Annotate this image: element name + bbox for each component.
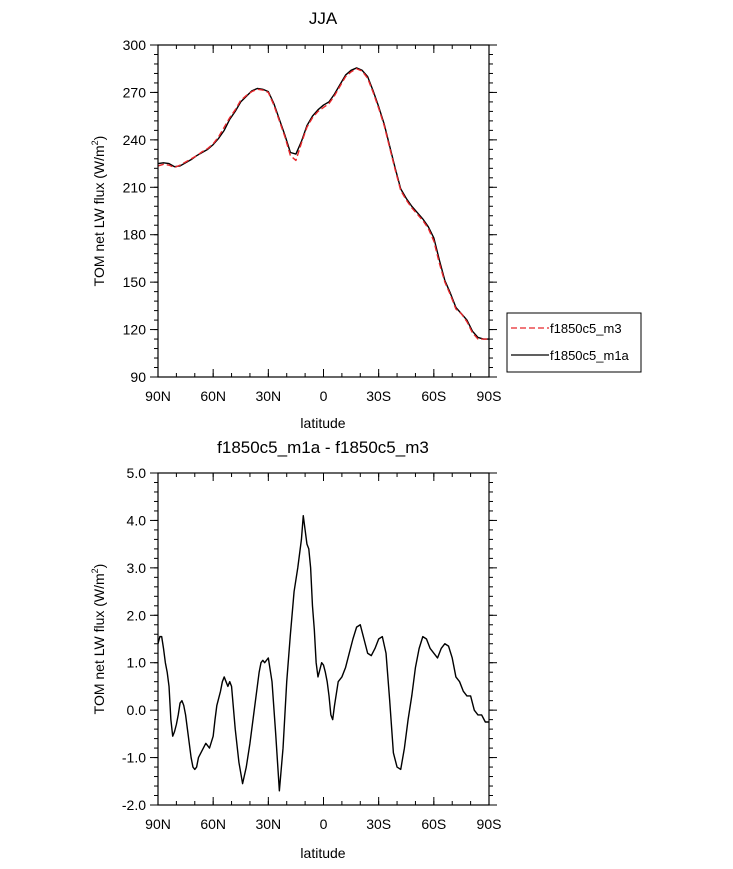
ytick-label: 270 [123, 84, 147, 100]
ytick-label: 5.0 [127, 465, 147, 481]
legend-box [506, 312, 642, 373]
bottom-panel-ticks: 90N 60N 30N 0 30S 60S 90S -2.0 -1.0 0.0 1.0 2.0 3.0 4… [122, 465, 502, 832]
top-panel-xlabel: latitude [300, 415, 345, 431]
xtick-label: 90N [145, 388, 171, 404]
ytick-label: 0.0 [127, 702, 147, 718]
series-line-f1850c5-m3 [157, 68, 489, 340]
ytick-label: 90 [130, 369, 146, 385]
xtick-label: 90S [477, 388, 502, 404]
ytick-label: 300 [123, 37, 147, 53]
bottom-panel-title: f1850c5_m1a - f1850c5_m3 [217, 438, 429, 457]
xtick-label: 30N [255, 816, 281, 832]
xtick-label: 30N [255, 388, 281, 404]
bottom-panel-frame [157, 472, 490, 806]
ytick-label: -2.0 [122, 797, 146, 813]
top-panel-frame [157, 44, 490, 378]
ytick-label: 180 [123, 227, 147, 243]
top-panel-ylabel-main: TOM net LW flux (W/m [91, 145, 107, 286]
xtick-label: 90S [477, 816, 502, 832]
xtick-label: 60S [421, 816, 446, 832]
xtick-label: 60N [200, 816, 226, 832]
bottom-panel: f1850c5_m1a - f1850c5_m3 90N 60N 30N 0 30S 60… [90, 438, 501, 861]
legend-label-m1a: f1850c5_m1a [550, 348, 630, 363]
series-line-f1850c5-m1a-f1850c5-m3 [157, 514, 489, 792]
xtick-label: 60N [200, 388, 226, 404]
bottom-panel-ylabel-end: ) [91, 564, 107, 569]
bottom-panel-ylabel-sup: 2 [90, 568, 100, 573]
ytick-label: -1.0 [122, 750, 146, 766]
top-panel-ylabel-sup: 2 [90, 140, 100, 145]
top-panel-series-layer [157, 67, 489, 340]
top-panel-title: JJA [309, 9, 338, 28]
ytick-label: 4.0 [127, 512, 147, 528]
bottom-panel-ylabel-main: TOM net LW flux (W/m [91, 573, 107, 714]
series-line-f1850c5-m1a [157, 67, 489, 340]
xtick-label: 0 [320, 388, 328, 404]
legend: f1850c5_m3 f1850c5_m1a [506, 312, 642, 373]
top-panel-ylabel-end: ) [91, 136, 107, 141]
ytick-label: 1.0 [127, 655, 147, 671]
xtick-label: 60S [421, 388, 446, 404]
legend-label-m3: f1850c5_m3 [550, 321, 622, 336]
top-panel: JJA 90N 60N 30N 0 30S 60S 90S 90 120 150 180 210 240… [90, 9, 501, 431]
ytick-label: 120 [123, 322, 147, 338]
ytick-label: 2.0 [127, 607, 147, 623]
xtick-label: 90N [145, 816, 171, 832]
bottom-panel-series-layer [157, 514, 489, 792]
xtick-label: 0 [320, 816, 328, 832]
ytick-label: 150 [123, 274, 147, 290]
bottom-panel-xlabel: latitude [300, 845, 345, 861]
xtick-label: 30S [366, 388, 391, 404]
top-panel-ticks: 90N 60N 30N 0 30S 60S 90S 90 120 150 180 210 240 270 3… [123, 37, 502, 404]
top-panel-ylabel: TOM net LW flux (W/m2) [90, 136, 107, 287]
ytick-label: 3.0 [127, 560, 147, 576]
xtick-label: 30S [366, 816, 391, 832]
ytick-label: 240 [123, 132, 147, 148]
ytick-label: 210 [123, 179, 147, 195]
bottom-panel-ylabel: TOM net LW flux (W/m2) [90, 564, 107, 715]
